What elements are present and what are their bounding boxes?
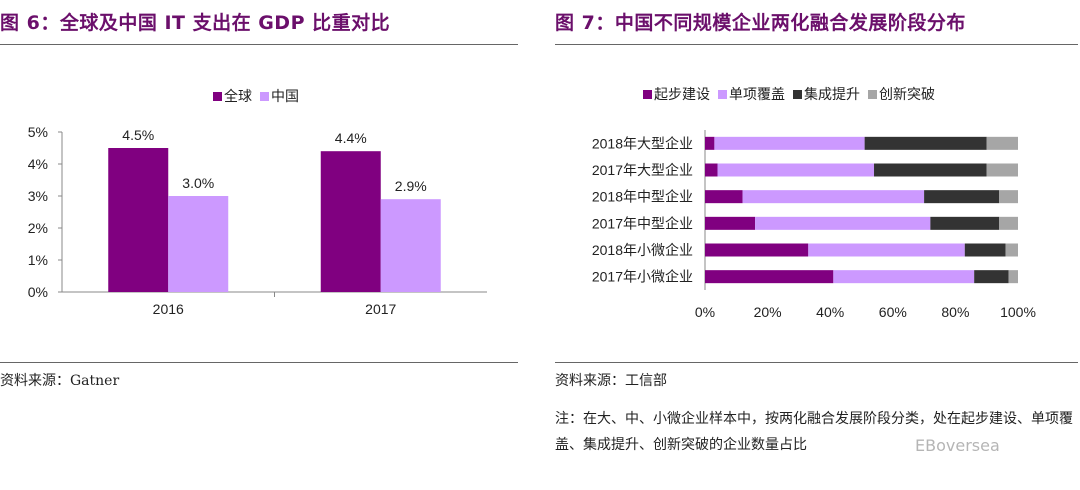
bar-segment: [974, 270, 1009, 284]
bar-segment: [717, 163, 875, 177]
title-divider: [0, 44, 518, 45]
bar-segment: [705, 136, 715, 150]
y-tick-label: 1%: [28, 252, 48, 268]
x-tick-label: 2017: [365, 301, 396, 317]
bar-segment: [864, 136, 987, 150]
chart2-legend: 起步建设 单项覆盖 集成提升 创新突破: [643, 84, 943, 104]
bar-segment: [833, 270, 975, 284]
y-category-label: 2017年大型企业: [592, 162, 693, 178]
title-divider: [555, 44, 1078, 45]
legend-item-stage-start: 起步建设: [643, 84, 710, 104]
it-spending-bar-chart: 0% 1% 2% 3% 4% 5% 4.5% 3.0% 2016 4.4% 2.9% 2017: [28, 124, 487, 317]
bar-segment: [999, 190, 1018, 204]
bar-segment: [986, 136, 1018, 150]
legend-swatch-stage-innovate: [868, 89, 877, 99]
data-label: 2.9%: [395, 178, 427, 194]
y-tick-label: 2%: [28, 220, 48, 236]
x-tick-label: 60%: [879, 304, 907, 320]
y-category-label: 2018年小微企业: [592, 242, 693, 258]
legend-item-stage-single: 单项覆盖: [718, 84, 785, 104]
data-label: 4.4%: [335, 130, 367, 146]
bar-segment: [924, 190, 1000, 204]
legend-label-stage-start: 起步建设: [654, 87, 710, 103]
figure-6-panel: 图 6：全球及中国 IT 支出在 GDP 比重对比 全球 中国 0% 1% 2% 3%…: [0, 0, 520, 490]
figure-7-title: 图 7：中国不同规模企业两化融合发展阶段分布: [555, 12, 966, 34]
bar-segment: [874, 163, 987, 177]
enterprise-stage-stacked-bar-chart: 2018年大型企业 2017年大型企业 2018年中型企业 2017年中型企业 2018…: [592, 130, 1036, 320]
figure-6-source: 资料来源：Gatner: [0, 373, 120, 389]
figure-7-note: 注：在大、中、小微企业样本中，按两化融合发展阶段分类，处在起步建设、单项覆盖、集…: [555, 411, 1073, 453]
x-tick-label: 0%: [695, 304, 715, 320]
source-divider: [0, 362, 518, 363]
bar-segment: [705, 243, 809, 257]
watermark: EBoversea: [915, 436, 1000, 455]
data-label: 3.0%: [182, 175, 214, 191]
bar-segment: [705, 216, 756, 230]
chart1-legend: 全球 中国: [213, 86, 307, 106]
legend-item-stage-integrate: 集成提升: [793, 84, 860, 104]
bar-segment: [755, 216, 931, 230]
y-category-label: 2017年中型企业: [592, 215, 693, 231]
y-tick-label: 0%: [28, 284, 48, 300]
bar-segment: [808, 243, 965, 257]
legend-item-stage-innovate: 创新突破: [868, 84, 935, 104]
legend-swatch-stage-integrate: [793, 89, 802, 99]
bar: [168, 196, 229, 292]
bar-segment: [1008, 270, 1018, 284]
y-tick-label: 5%: [28, 124, 48, 140]
x-tick-label: 40%: [816, 304, 844, 320]
x-tick-label: 80%: [941, 304, 969, 320]
figure-7-panel: 图 7：中国不同规模企业两化融合发展阶段分布 起步建设 单项覆盖 集成提升 创新…: [555, 0, 1080, 490]
figure-6-title: 图 6：全球及中国 IT 支出在 GDP 比重对比: [0, 12, 391, 34]
y-category-label: 2018年中型企业: [592, 189, 693, 205]
y-category-label: 2018年大型企业: [592, 135, 693, 151]
bar-segment: [1005, 243, 1018, 257]
y-tick-label: 3%: [28, 188, 48, 204]
legend-swatch-stage-start: [643, 89, 652, 99]
y-category-label: 2017年小微企业: [592, 269, 693, 285]
legend-label-china: 中国: [271, 89, 299, 105]
legend-item-global: 全球: [213, 86, 252, 106]
legend-swatch-global: [213, 91, 222, 101]
x-tick-label: 2016: [153, 301, 184, 317]
bar-segment: [930, 216, 1000, 230]
bar-segment: [714, 136, 865, 150]
figure-7-source: 资料来源：工信部: [555, 373, 667, 389]
bar: [108, 148, 169, 292]
legend-label-stage-single: 单项覆盖: [729, 87, 785, 103]
bar: [380, 199, 441, 292]
bar-segment: [705, 163, 718, 177]
bar-segment: [964, 243, 1006, 257]
bar: [320, 151, 381, 292]
bar-segment: [986, 163, 1018, 177]
data-label: 4.5%: [122, 127, 154, 143]
y-tick-label: 4%: [28, 156, 48, 172]
bar-segment: [999, 216, 1018, 230]
legend-item-china: 中国: [260, 86, 299, 106]
legend-label-stage-innovate: 创新突破: [879, 87, 935, 103]
legend-label-global: 全球: [224, 89, 252, 105]
legend-label-stage-integrate: 集成提升: [804, 87, 860, 103]
source-divider: [555, 362, 1078, 363]
bar-segment: [705, 190, 743, 204]
legend-swatch-china: [260, 91, 269, 101]
legend-swatch-stage-single: [718, 89, 727, 99]
x-tick-label: 20%: [754, 304, 782, 320]
bar-segment: [705, 270, 834, 284]
x-tick-label: 100%: [1000, 304, 1036, 320]
bar-segment: [742, 190, 925, 204]
